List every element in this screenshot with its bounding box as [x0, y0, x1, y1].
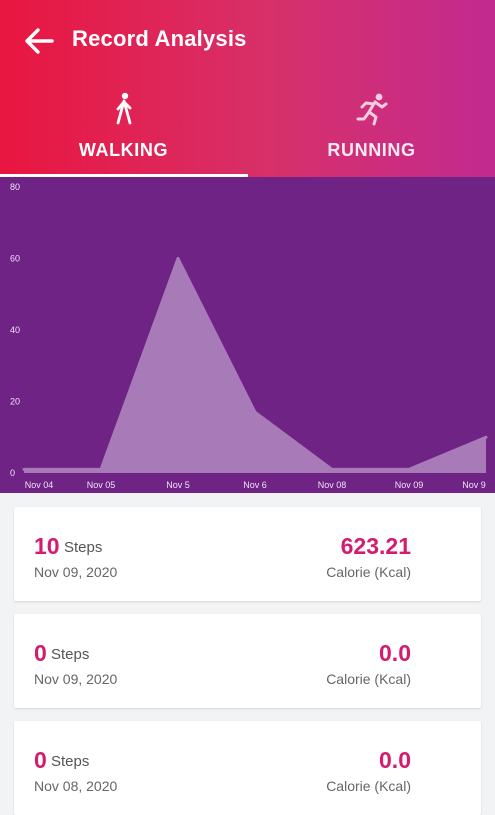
x-tick-label: Nov 5 [166, 480, 190, 490]
data-point [407, 467, 411, 471]
calorie-value: 0.0 [379, 640, 411, 666]
y-tick-label: 80 [10, 182, 20, 192]
steps-count: 10 [34, 533, 60, 559]
y-tick-label: 40 [10, 325, 20, 335]
steps-count: 0 [34, 747, 47, 773]
y-tick-label: 60 [10, 254, 20, 264]
data-point [22, 467, 26, 471]
y-tick-label: 20 [10, 397, 20, 407]
tab-walking[interactable]: WALKING [0, 84, 247, 177]
tab-indicator [0, 174, 248, 177]
calorie-value: 0.0 [379, 747, 411, 773]
record-date: Nov 09, 2020 [34, 564, 118, 580]
data-point [484, 435, 488, 439]
steps-chart: 0 20 40 60 80 Nov 04 Nov 05 Nov 5 Nov 6 Nov 08 Nov… [0, 177, 495, 493]
record-card[interactable]: 10 Steps Nov 09, 2020 623.21 Calorie (Kcal) [14, 507, 481, 601]
running-icon [356, 93, 387, 126]
data-point [176, 257, 180, 260]
steps-area-chart: 0 20 40 60 80 Nov 04 Nov 05 Nov 5 Nov 6 Nov 08 Nov… [10, 182, 488, 490]
back-button[interactable] [22, 26, 56, 56]
record-card[interactable]: 0 Steps Nov 09, 2020 0.0 Calorie (Kcal) [14, 614, 481, 708]
record-date: Nov 09, 2020 [34, 671, 118, 687]
calorie-label: Calorie (Kcal) [326, 564, 411, 580]
tab-running-label: RUNNING [327, 140, 416, 160]
calorie-label: Calorie (Kcal) [326, 778, 411, 794]
steps-count: 0 [34, 640, 47, 666]
page-title: Record Analysis [72, 26, 247, 51]
tab-running[interactable]: RUNNING [248, 84, 495, 177]
x-tick-label: Nov 05 [87, 480, 116, 490]
area-fill [24, 258, 486, 473]
tab-walking-label: WALKING [78, 140, 169, 160]
data-point [253, 410, 257, 414]
calorie-value: 623.21 [340, 533, 411, 559]
x-tick-label: Nov 08 [318, 480, 347, 490]
x-tick-label: Nov 9 [462, 480, 486, 490]
walking-icon [116, 92, 131, 125]
app-header: Record Analysis WALKING RUNNING [0, 0, 495, 177]
x-tick-label: Nov 09 [395, 480, 424, 490]
record-date: Nov 08, 2020 [34, 778, 118, 794]
data-point [99, 467, 103, 471]
data-point [330, 467, 334, 471]
x-tick-label: Nov 04 [25, 480, 54, 490]
calorie-label: Calorie (Kcal) [326, 671, 411, 687]
steps-unit: Steps [64, 539, 103, 556]
record-card[interactable]: 0 Steps Nov 08, 2020 0.0 Calorie (Kcal) [14, 721, 481, 815]
y-tick-label: 0 [10, 468, 15, 478]
arrow-left-icon [25, 28, 54, 54]
x-tick-label: Nov 6 [243, 480, 267, 490]
steps-unit: Steps [51, 646, 90, 663]
steps-unit: Steps [51, 753, 90, 770]
